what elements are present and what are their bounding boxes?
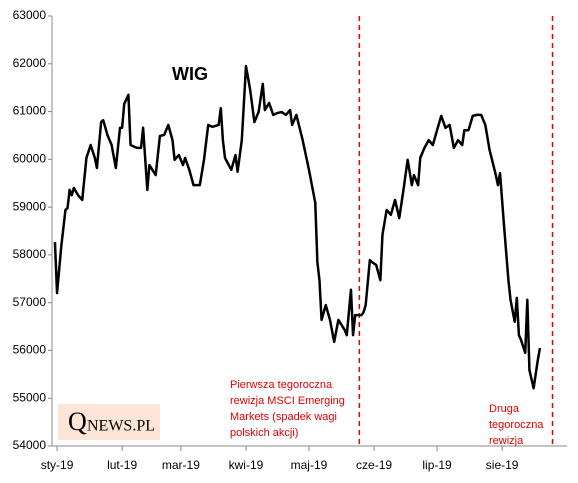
annotation: Markets (spadek wagi: [230, 411, 337, 423]
logo-text: NEWS.PL: [87, 418, 155, 435]
x-tick-label: kwi-19: [229, 458, 264, 472]
logo-initial: Q: [68, 407, 87, 436]
y-tick-label: 62000: [13, 56, 47, 70]
annotation: Druga: [489, 403, 520, 415]
x-tick-label: sty-19: [41, 458, 74, 472]
annotation: Pierwsza tegoroczna: [230, 379, 333, 391]
y-tick-label: 57000: [13, 295, 47, 309]
y-tick-label: 60000: [13, 152, 47, 166]
x-tick-label: lip-19: [422, 458, 452, 472]
logo-box: [58, 404, 160, 440]
y-tick-label: 54000: [13, 438, 47, 452]
x-tick-label: cze-19: [356, 458, 392, 472]
x-tick-label: maj-19: [291, 458, 328, 472]
y-tick-label: 59000: [13, 199, 47, 213]
x-tick-label: sie-19: [486, 458, 519, 472]
annotation: rewizja MSCI Emerging: [230, 395, 345, 407]
x-tick-label: lut-19: [107, 458, 137, 472]
y-tick-label: 55000: [13, 390, 47, 404]
y-tick-label: 56000: [13, 343, 47, 357]
x-tick-label: mar-19: [162, 458, 200, 472]
y-tick-label: 58000: [13, 247, 47, 261]
annotation: rewizja: [489, 435, 524, 447]
annotation: polskich akcji): [230, 427, 298, 439]
chart-title: WIG: [172, 64, 208, 84]
series-line: [53, 64, 542, 390]
y-tick-label: 63000: [13, 8, 47, 22]
y-tick-label: 61000: [13, 104, 47, 118]
annotation: tegoroczna: [489, 419, 544, 431]
